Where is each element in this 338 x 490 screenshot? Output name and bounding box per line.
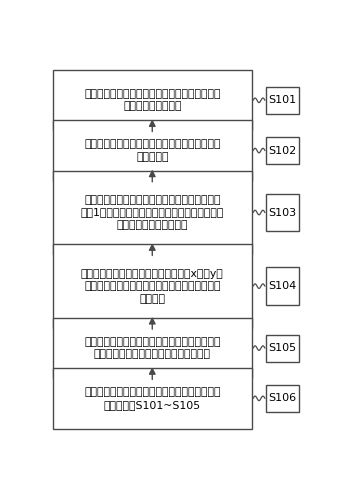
FancyBboxPatch shape — [266, 335, 299, 362]
FancyBboxPatch shape — [53, 70, 252, 130]
FancyBboxPatch shape — [266, 137, 299, 164]
Text: S104: S104 — [268, 281, 297, 291]
Text: 扫地机器人向前行驶，进行正常清扫工作，并循
环执行步骤S101~S105: 扫地机器人向前行驶，进行正常清扫工作，并循 环执行步骤S101~S105 — [84, 387, 220, 410]
Text: 在深度图像中标记出路径空间区域，滤去区域内
小于1米深度的像素，并结合步骤二中的地面区域
分割出障碍物的图像信息: 在深度图像中标记出路径空间区域，滤去区域内 小于1米深度的像素，并结合步骤二中的… — [80, 195, 224, 230]
FancyBboxPatch shape — [53, 171, 252, 254]
Text: S102: S102 — [268, 146, 297, 155]
FancyBboxPatch shape — [266, 268, 299, 305]
FancyBboxPatch shape — [53, 245, 252, 328]
FancyBboxPatch shape — [53, 368, 252, 429]
FancyBboxPatch shape — [266, 87, 299, 114]
Text: S103: S103 — [268, 207, 297, 218]
Text: 利用深度摄像头对扫地机器人前方区域进行信息
采集，获取深度图像: 利用深度摄像头对扫地机器人前方区域进行信息 采集，获取深度图像 — [84, 89, 220, 112]
Text: S105: S105 — [268, 343, 297, 353]
Text: S106: S106 — [268, 393, 297, 403]
Text: 根据步骤四中识别出的障碍物类别，选择绕行避
障方式或折返避障方式，并执行避障操作: 根据步骤四中识别出的障碍物类别，选择绕行避 障方式或折返避障方式，并执行避障操作 — [84, 337, 220, 359]
FancyBboxPatch shape — [266, 385, 299, 412]
Text: 提取深度图像中各像素点的三维坐标信息，标记
出地面区域: 提取深度图像中各像素点的三维坐标信息，标记 出地面区域 — [84, 139, 220, 162]
FancyBboxPatch shape — [53, 318, 252, 378]
Text: S101: S101 — [268, 95, 297, 105]
FancyBboxPatch shape — [266, 194, 299, 231]
Text: 利用路径空间区域内的障碍物图像做出x轴和y轴
的像素分布直方图，并通过分析直方图区分出障
碍物类型: 利用路径空间区域内的障碍物图像做出x轴和y轴 的像素分布直方图，并通过分析直方图… — [81, 269, 224, 304]
FancyBboxPatch shape — [53, 121, 252, 181]
